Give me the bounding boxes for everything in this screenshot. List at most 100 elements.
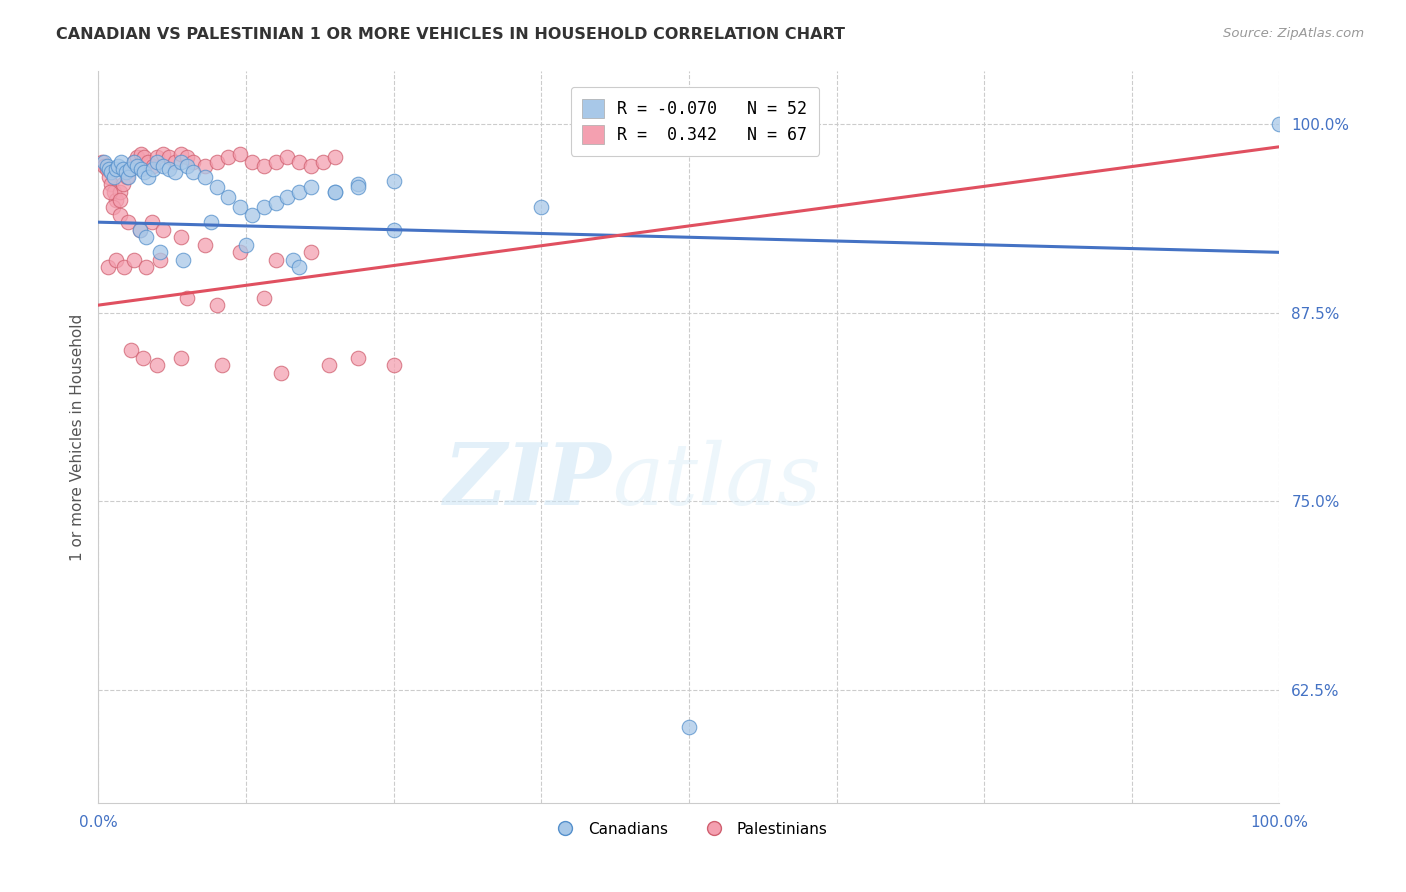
- Point: [100, 165, 122, 179]
- Point: [211, 359, 233, 373]
- Point: [146, 154, 169, 169]
- Point: [264, 195, 287, 210]
- Point: [229, 245, 252, 260]
- Point: [120, 162, 142, 177]
- Point: [96, 160, 118, 174]
- Point: [135, 230, 157, 244]
- Point: [312, 154, 335, 169]
- Point: [108, 185, 131, 199]
- Point: [112, 178, 135, 192]
- Point: [98, 185, 121, 199]
- Point: [176, 150, 198, 164]
- Point: [194, 160, 217, 174]
- Point: [217, 150, 239, 164]
- Point: [127, 150, 149, 164]
- Point: [270, 366, 292, 380]
- Legend: Canadians, Palestinians: Canadians, Palestinians: [544, 815, 834, 843]
- Point: [264, 252, 287, 267]
- Point: [170, 351, 193, 365]
- Point: [117, 215, 139, 229]
- Point: [134, 150, 156, 164]
- Point: [347, 351, 370, 365]
- Point: [149, 245, 172, 260]
- Point: [181, 165, 204, 179]
- Point: [678, 720, 700, 734]
- Point: [194, 169, 217, 184]
- Point: [323, 185, 346, 199]
- Point: [152, 147, 174, 161]
- Point: [264, 154, 287, 169]
- Point: [276, 189, 298, 203]
- Point: [530, 200, 553, 214]
- Y-axis label: 1 or more Vehicles in Household: 1 or more Vehicles in Household: [69, 313, 84, 561]
- Point: [283, 252, 305, 267]
- Point: [323, 185, 346, 199]
- Point: [347, 180, 370, 194]
- Point: [127, 160, 149, 174]
- Point: [105, 193, 128, 207]
- Point: [318, 359, 340, 373]
- Point: [205, 180, 228, 194]
- Point: [200, 215, 222, 229]
- Point: [132, 351, 155, 365]
- Point: [157, 162, 180, 177]
- Point: [165, 154, 187, 169]
- Point: [229, 147, 252, 161]
- Point: [120, 162, 142, 177]
- Point: [146, 359, 169, 373]
- Point: [110, 154, 132, 169]
- Point: [1268, 117, 1291, 131]
- Point: [299, 245, 322, 260]
- Point: [205, 154, 228, 169]
- Point: [194, 237, 217, 252]
- Point: [205, 298, 228, 312]
- Point: [135, 260, 157, 275]
- Point: [136, 154, 159, 169]
- Point: [181, 154, 204, 169]
- Point: [105, 252, 128, 267]
- Point: [240, 154, 263, 169]
- Point: [382, 359, 405, 373]
- Point: [288, 260, 311, 275]
- Point: [107, 160, 129, 174]
- Point: [136, 169, 159, 184]
- Point: [97, 260, 120, 275]
- Point: [115, 169, 138, 184]
- Text: atlas: atlas: [612, 440, 821, 523]
- Point: [146, 150, 169, 164]
- Point: [240, 208, 263, 222]
- Point: [157, 150, 180, 164]
- Point: [176, 160, 198, 174]
- Point: [117, 169, 139, 184]
- Point: [142, 162, 165, 177]
- Point: [172, 252, 194, 267]
- Text: Source: ZipAtlas.com: Source: ZipAtlas.com: [1223, 27, 1364, 40]
- Point: [108, 208, 131, 222]
- Point: [93, 160, 115, 174]
- Point: [91, 154, 114, 169]
- Point: [98, 162, 121, 177]
- Point: [347, 178, 370, 192]
- Point: [229, 200, 252, 214]
- Point: [128, 223, 150, 237]
- Point: [96, 162, 118, 177]
- Point: [121, 343, 143, 358]
- Point: [98, 169, 121, 184]
- Point: [129, 162, 152, 177]
- Point: [103, 185, 125, 199]
- Point: [288, 154, 311, 169]
- Point: [170, 154, 193, 169]
- Point: [122, 154, 145, 169]
- Point: [288, 185, 311, 199]
- Point: [93, 154, 115, 169]
- Point: [122, 252, 145, 267]
- Point: [122, 154, 145, 169]
- Point: [105, 162, 128, 177]
- Point: [114, 165, 136, 179]
- Point: [103, 169, 125, 184]
- Point: [176, 291, 198, 305]
- Point: [152, 223, 174, 237]
- Point: [134, 165, 156, 179]
- Point: [129, 147, 152, 161]
- Point: [217, 189, 239, 203]
